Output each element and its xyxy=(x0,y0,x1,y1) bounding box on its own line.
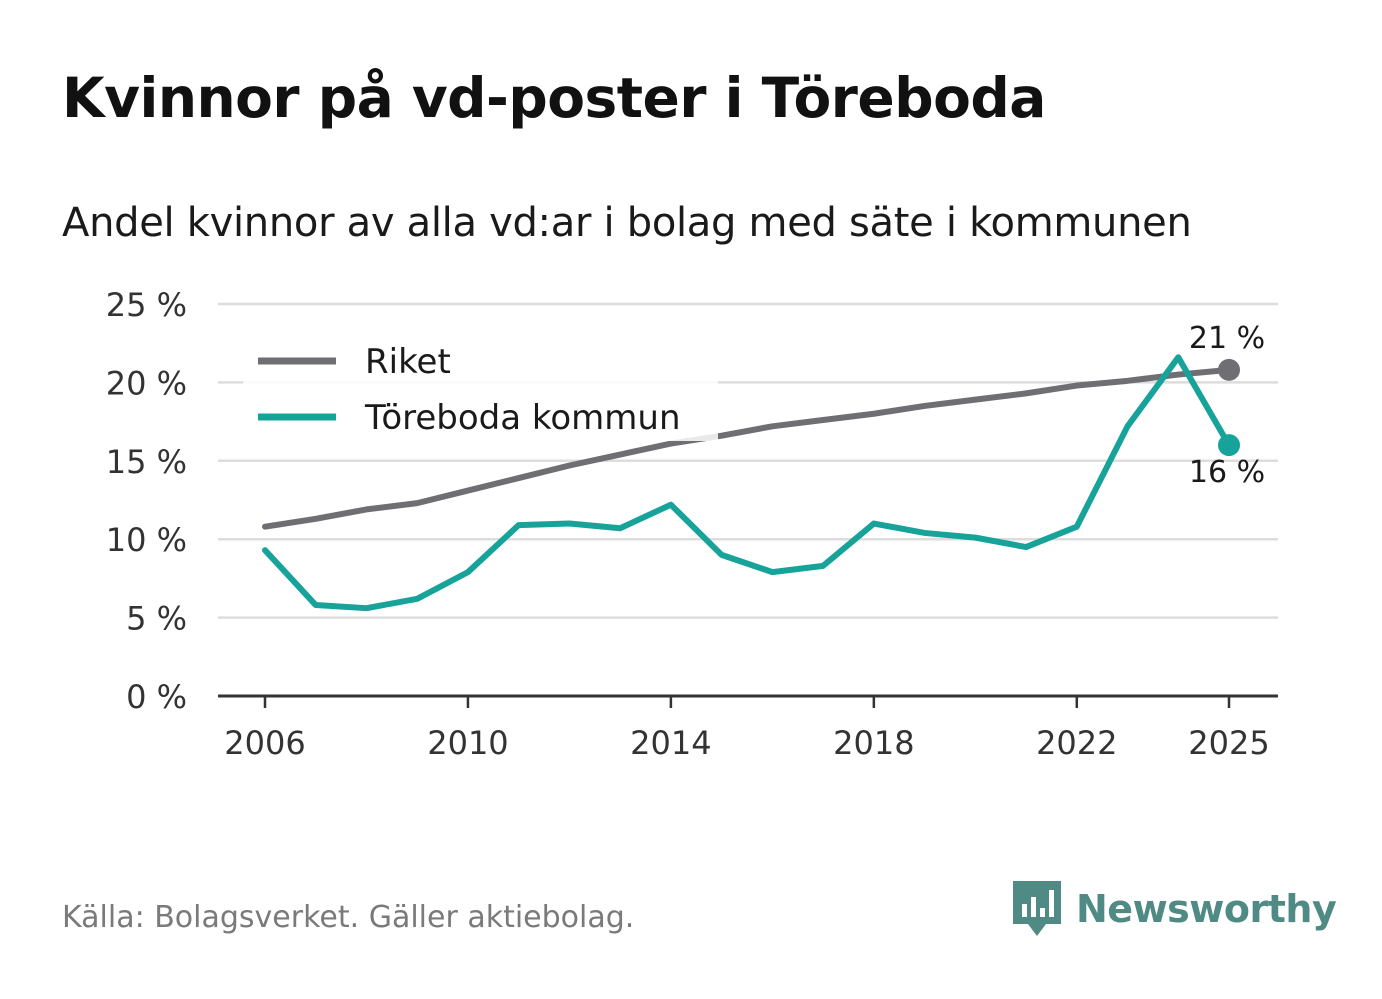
series-end-point-0 xyxy=(1218,358,1240,381)
x-axis: 2006 2010 2014 2018 2022 2025 xyxy=(218,694,1278,762)
series-line-1 xyxy=(262,354,1232,612)
x-tick-label-2006: 2006 xyxy=(224,724,305,762)
page-subtitle: Andel kvinnor av alla vd:ar i bolag med … xyxy=(62,200,1192,246)
x-tick-label-2018: 2018 xyxy=(833,724,914,762)
end-label-1: 16 % xyxy=(1189,455,1265,490)
series-line-0 xyxy=(262,366,1232,530)
legend-label-1: Töreboda kommun xyxy=(364,398,681,438)
end-labels: 21 % 16 % xyxy=(1189,321,1265,490)
y-tick-label-0: 0 % xyxy=(126,678,187,716)
y-tick-label-5: 5 % xyxy=(126,600,187,638)
brand-logo: Newsworthy xyxy=(1010,878,1337,940)
page-title: Kvinnor på vd-poster i Töreboda xyxy=(62,66,1046,130)
y-tick-label-25: 25 % xyxy=(106,286,187,324)
brand-name: Newsworthy xyxy=(1076,887,1337,931)
series-end-point-1 xyxy=(1218,434,1240,457)
line-chart: 0 %5 %10 %15 %20 %25 % 2006 2010 2014 2018 2… xyxy=(106,286,1278,762)
x-tick-label-2014: 2014 xyxy=(630,724,711,762)
x-tick-label-2022: 2022 xyxy=(1036,724,1117,762)
source-note: Källa: Bolagsverket. Gäller aktiebolag. xyxy=(62,900,635,935)
legend-background xyxy=(243,333,718,441)
x-tick-label-2010: 2010 xyxy=(427,724,508,762)
legend: Riket Töreboda kommun xyxy=(243,333,718,441)
legend-label-0: Riket xyxy=(365,342,451,382)
newsworthy-logo-icon xyxy=(1013,881,1061,936)
end-label-0: 21 % xyxy=(1189,321,1265,356)
y-tick-label-20: 20 % xyxy=(106,364,187,402)
y-tick-label-15: 15 % xyxy=(106,443,187,481)
series-layer xyxy=(262,354,1240,612)
x-tick-label-2025: 2025 xyxy=(1188,724,1269,762)
y-axis-ticks: 0 % 5 % 10 % 15 % 20 % 25 % xyxy=(106,286,187,716)
y-tick-label-10: 10 % xyxy=(106,521,187,559)
